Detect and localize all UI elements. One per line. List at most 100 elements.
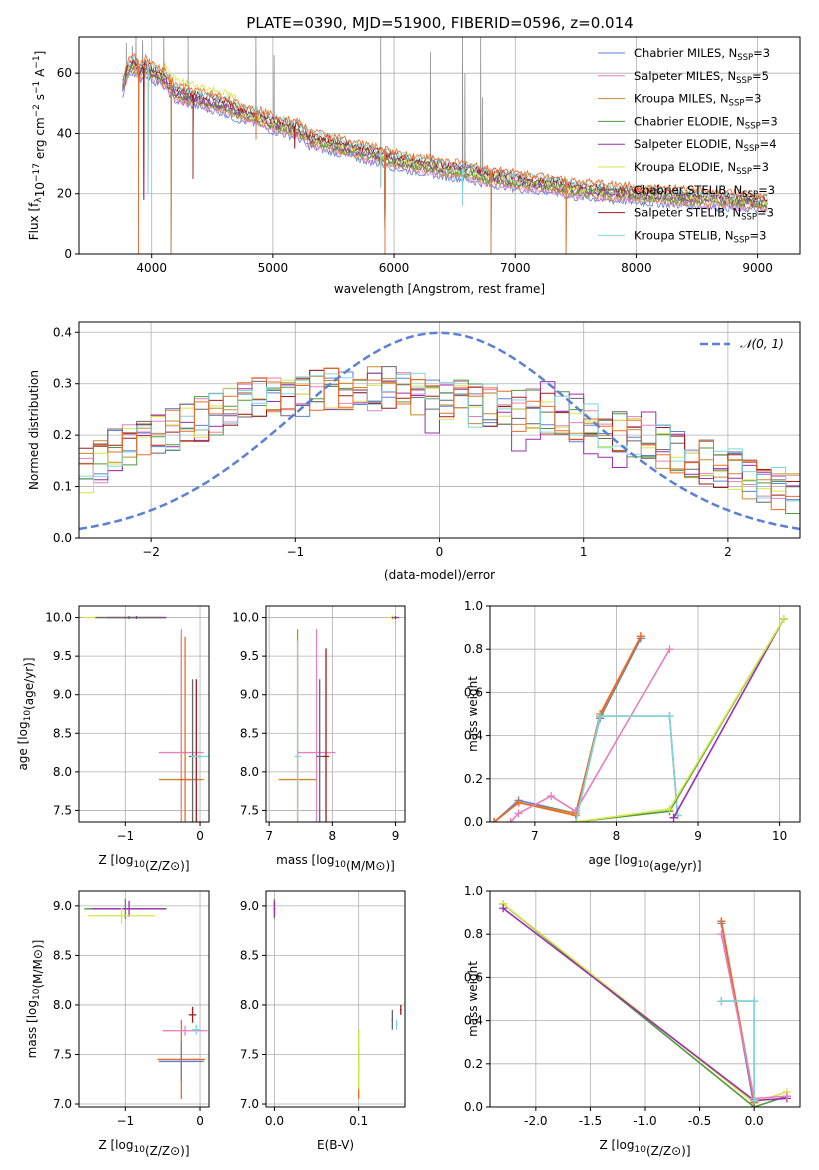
axes-2: −2 −1 0 1 2 0.0 0.1 0.2 0.3 0.4 𝒩(0, 1) (data-model… (27, 321, 801, 582)
legend-sub: SSP (729, 99, 745, 109)
figure-title: PLATE=0390, MJD=51900, FIBERID=0596, z=0… (246, 14, 633, 32)
label-part: λ (34, 197, 44, 203)
label-part: 10 (335, 860, 347, 870)
y-tick-label: 0.8 (464, 927, 483, 941)
label-part: A (33, 68, 47, 81)
weight-marker (514, 809, 523, 818)
axes-frame (489, 890, 801, 1108)
label-part: −1 (32, 81, 42, 94)
y-tick-label: 9.5 (240, 649, 259, 663)
label-part: age [log (588, 853, 637, 867)
plot-area (273, 898, 402, 1100)
plots-layer: 4000 5000 6000 7000 8000 90000204060wavelengt… (16, 36, 801, 1158)
legend-text: Chabrier STELIB, N (634, 183, 742, 197)
label-part: Z [log (98, 853, 133, 867)
errorbar-point (357, 1029, 360, 1090)
legend-value: =3 (752, 160, 769, 174)
x-tick-label: -0.5 (688, 1114, 711, 1128)
legend-value: =3 (744, 92, 761, 106)
y-tick-label: 7.5 (240, 1047, 259, 1061)
label-part: Z [log (98, 1138, 133, 1152)
legend-entry: Chabrier MILES, NSSP=3 (634, 46, 770, 63)
y-tick-label: 8.0 (53, 998, 72, 1012)
y-tick-label: 0.2 (464, 1057, 483, 1071)
y-tick-label: 0.2 (53, 428, 72, 442)
grid (266, 606, 405, 822)
y-tick-label: 10.0 (232, 611, 259, 625)
grid (79, 891, 209, 1107)
legend-sub: SSP (737, 53, 753, 63)
plot-area (278, 615, 400, 822)
errorbar-point (391, 616, 400, 620)
label-part: 10 (133, 1145, 145, 1155)
label-part: 10 (33, 182, 47, 197)
legend-value: =5 (752, 69, 769, 83)
axes-8: -2.0 -1.5 -1.0 -0.5 0.0 0.0 0.2 0.4 0.6 0.8 1.0 Z [… (464, 884, 801, 1158)
weight-marker (665, 805, 674, 814)
label-part: Z [log (599, 1138, 634, 1152)
label-part: −1 (32, 55, 42, 68)
y-tick-label: 20 (57, 187, 72, 201)
y-tick-label: 8.0 (53, 765, 72, 779)
y-axis-label: mass weight (466, 961, 480, 1037)
y-tick-label: 7.0 (240, 1097, 259, 1111)
label-part: Flux [f (27, 202, 41, 240)
plot-area (79, 331, 800, 538)
y-tick-label: 9.0 (53, 688, 72, 702)
weight-marker (571, 818, 580, 822)
x-tick-label: 10 (772, 829, 787, 843)
label-part: 10 (133, 860, 145, 870)
weight-marker (636, 632, 645, 641)
legend-text: Kroupa MILES, N (634, 92, 729, 106)
y-tick-label: 0.4 (464, 729, 483, 743)
legend-sub: SSP (744, 144, 760, 154)
y-tick-label: 8.5 (53, 948, 72, 962)
model-spectrum-extra-orange (122, 52, 768, 254)
axes-frame (265, 605, 406, 823)
label-part: age [log (16, 721, 30, 770)
x-tick-label: 0 (196, 1114, 204, 1128)
legend-entry: Kroupa MILES, NSSP=3 (634, 92, 761, 109)
label-part: (age/yr)] (649, 859, 701, 873)
legend-value: =3 (753, 46, 770, 60)
weight-line (672, 618, 785, 819)
errorbar-point (297, 629, 336, 822)
weight-marker (665, 712, 674, 721)
x-axis-label: Z [log10(Z/Z⊙)] (98, 1138, 189, 1158)
y-tick-label: 9.0 (240, 688, 259, 702)
y-tick-label: 0.4 (53, 325, 72, 339)
model-spectrum-kroupa-stelib (122, 55, 768, 254)
label-part: mass [log (276, 853, 334, 867)
legend-entry: Salpeter STELIB, NSSP=3 (634, 206, 774, 223)
y-tick-label: 0.1 (53, 480, 72, 494)
weight-marker (506, 818, 515, 822)
label-part: (Z/Z⊙)] (646, 1144, 691, 1158)
label-part: erg cm (33, 117, 47, 163)
x-tick-label: 8 (613, 829, 621, 843)
y-tick-label: 9.0 (240, 899, 259, 913)
y-tick-label: 8.0 (240, 765, 259, 779)
x-tick-label: 4000 (136, 261, 167, 275)
x-tick-label: 2 (724, 545, 732, 559)
axes-frame (78, 321, 801, 539)
weight-marker (596, 712, 605, 721)
legend-value: =3 (757, 206, 774, 220)
x-tick-label: 7 (265, 829, 273, 843)
legend-entry: Salpeter ELODIE, NSSP=4 (634, 137, 777, 154)
label-part: −17 (32, 163, 42, 182)
y-tick-label: 9.5 (53, 649, 72, 663)
label-part: 10 (638, 860, 650, 870)
y-tick-label: 0.8 (464, 642, 483, 656)
model-spectrum-chabrier-stelib (122, 59, 768, 254)
y-tick-label: 7.5 (53, 803, 72, 817)
x-tick-label: −1 (116, 829, 134, 843)
y-tick-label: 0.0 (53, 531, 72, 545)
y-tick-label: 0.0 (464, 815, 483, 829)
errorbar-point (273, 900, 276, 917)
y-tick-label: 8.5 (240, 726, 259, 740)
x-axis-label: E(B-V) (317, 1138, 354, 1152)
legend-text: Chabrier MILES, N (634, 46, 737, 60)
x-tick-label: 1 (580, 545, 588, 559)
x-tick-label: 6000 (379, 261, 410, 275)
